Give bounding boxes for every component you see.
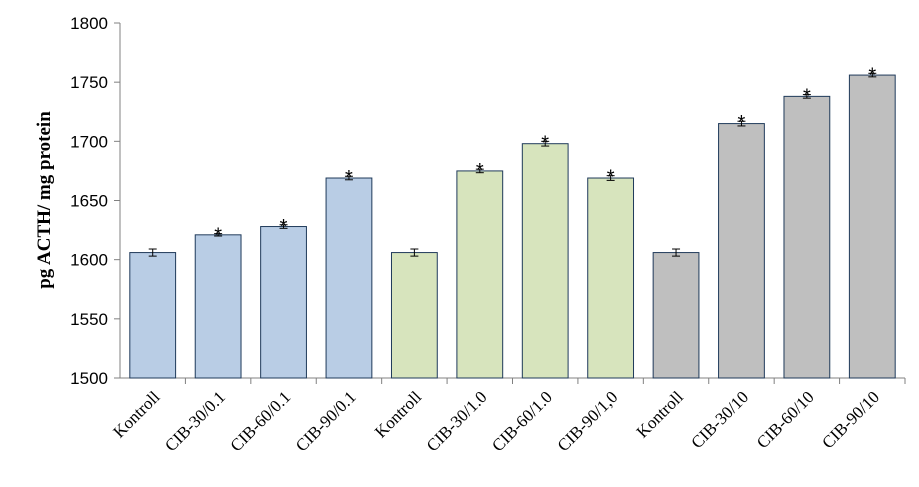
- bar: [587, 177, 635, 379]
- bar: [652, 252, 700, 379]
- bar: [718, 123, 765, 379]
- x-tick-label: CIB-30/1.0: [423, 387, 491, 455]
- y-tick-label: 1750: [70, 73, 108, 92]
- x-tick-label: CIB-60/0.1: [226, 387, 294, 455]
- significance-marker: *: [280, 216, 288, 238]
- significance-marker: *: [214, 225, 222, 247]
- bar: [390, 252, 438, 379]
- significance-marker: *: [738, 112, 746, 134]
- x-tick-label: CIB-90/10: [818, 387, 883, 452]
- y-tick-label: 1550: [70, 310, 108, 329]
- y-tick-label: 1500: [70, 369, 108, 388]
- bar: [325, 177, 373, 379]
- y-tick-label: 1650: [70, 192, 108, 211]
- significance-marker: *: [541, 132, 549, 154]
- significance-marker: *: [803, 86, 811, 108]
- x-tick-label: Kontroll: [633, 387, 687, 441]
- bar: [848, 74, 896, 379]
- y-tick-label: 1800: [70, 14, 108, 33]
- bar: [260, 226, 307, 379]
- x-tick-label: Kontroll: [371, 387, 425, 441]
- x-tick-label: CIB-30/10: [687, 387, 752, 452]
- y-axis-label: pg ACTH/ mg protein: [34, 111, 55, 289]
- bar: [783, 95, 831, 379]
- significance-marker: *: [868, 64, 876, 86]
- bar: [194, 234, 242, 379]
- bar: [129, 252, 177, 379]
- bar: [521, 143, 569, 379]
- significance-marker: *: [607, 167, 615, 189]
- x-tick-label: CIB-90/1,0: [554, 387, 622, 455]
- x-tick-label: CIB-60/1.0: [488, 387, 556, 455]
- x-tick-label: CIB-30/0.1: [161, 387, 229, 455]
- bar: [456, 170, 504, 379]
- x-tick-label: CIB-90/0.1: [292, 387, 360, 455]
- significance-marker: *: [476, 160, 484, 182]
- significance-marker: *: [345, 167, 353, 189]
- x-tick-label: CIB-60/10: [753, 387, 818, 452]
- y-tick-label: 1700: [70, 132, 108, 151]
- x-tick-label: Kontroll: [109, 387, 163, 441]
- bars: * * * * * * * * *: [129, 64, 896, 379]
- y-tick-label: 1600: [70, 251, 108, 270]
